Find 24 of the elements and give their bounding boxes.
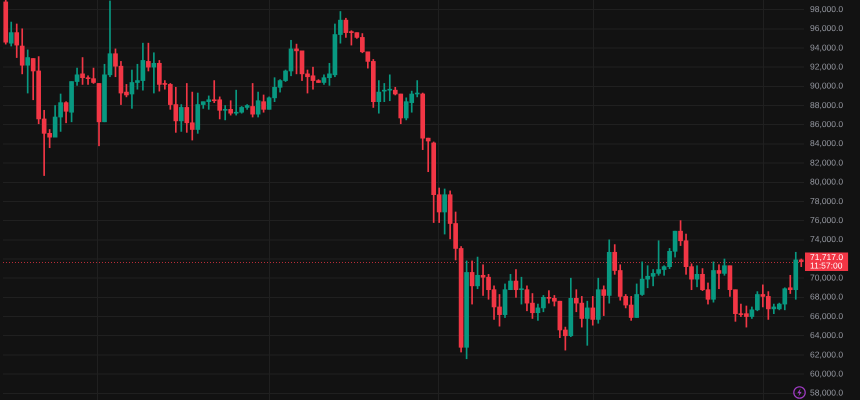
y-tick-label: 94,000.0 bbox=[810, 42, 844, 52]
y-tick-label: 80,000.0 bbox=[810, 176, 844, 187]
text: 11:57:00 bbox=[810, 260, 843, 270]
y-tick-label: 78,000.0 bbox=[810, 196, 844, 206]
candlestick bbox=[716, 264, 722, 290]
y-tick-label: 88,000.0 bbox=[810, 100, 844, 110]
y-tick-label: 84,000.0 bbox=[810, 138, 844, 148]
y-tick-label: 98,000.0 bbox=[810, 4, 844, 14]
y-tick-label: 60,000.0 bbox=[810, 368, 844, 378]
y-tick-label: 58,000.0 bbox=[810, 388, 844, 398]
y-tick-label: 66,000.0 bbox=[810, 310, 844, 321]
y-tick-label: 90,000.0 bbox=[810, 80, 844, 91]
candlestick bbox=[519, 276, 524, 304]
y-tick-label: 74,000.0 bbox=[810, 234, 844, 244]
y-tick-label: 76,000.0 bbox=[810, 214, 844, 225]
y-tick-label: 70,000.0 bbox=[810, 272, 844, 283]
y-tick-label: 82,000.0 bbox=[810, 157, 844, 168]
y-tick-label: 62,000.0 bbox=[810, 349, 844, 360]
y-tick-label: 92,000.0 bbox=[810, 61, 844, 72]
ref-line-label: 71,717.0 bbox=[810, 252, 844, 262]
y-tick-label: 64,000.0 bbox=[810, 330, 844, 340]
y-tick-label: 68,000.0 bbox=[810, 292, 844, 302]
y-tick-label: 86,000.0 bbox=[810, 119, 844, 130]
y-tick-label: 96,000.0 bbox=[810, 23, 844, 34]
